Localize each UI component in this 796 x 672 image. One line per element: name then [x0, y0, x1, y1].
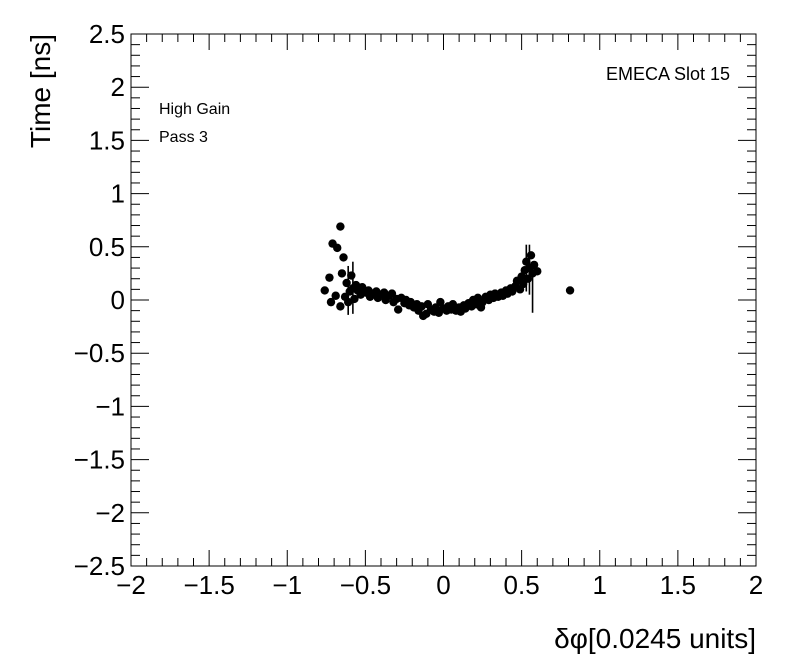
data-point	[526, 251, 536, 260]
x-tick-label: −1	[272, 570, 302, 600]
y-tick-labels: −2.5 −2 −1.5 −1 −0.5 0 0.5 1 1.5 2 2.5	[74, 19, 125, 581]
data-point	[529, 260, 539, 270]
data-point	[522, 257, 531, 266]
data-point	[333, 243, 342, 253]
x-tick-label: −1.5	[183, 570, 234, 600]
data-point	[565, 286, 575, 295]
y-tick-label: 2	[111, 72, 125, 102]
y-tick-label: −2.5	[74, 551, 125, 581]
y-tick-label: −0.5	[74, 338, 125, 368]
data-point	[325, 273, 334, 282]
y-tick-label: −1	[95, 391, 125, 421]
data-point	[347, 271, 356, 280]
x-tick-label: 0.5	[504, 570, 540, 600]
x-tick-label: −0.5	[340, 570, 391, 600]
data-point	[336, 302, 345, 311]
data-point	[342, 278, 351, 288]
y-axis-label: Time [ns]	[25, 34, 56, 148]
y-tick-label: −1.5	[74, 445, 125, 475]
x-tick-label: 0	[436, 570, 450, 600]
x-tick-label: 2	[749, 570, 763, 600]
data-point	[350, 294, 359, 304]
data-point	[448, 300, 458, 309]
data-point	[336, 222, 345, 231]
y-tick-label: 1	[111, 179, 125, 209]
y-tick-label: 0.5	[89, 232, 125, 262]
pass-annotation: Pass 3	[159, 129, 208, 146]
y-tick-label: 2.5	[89, 19, 125, 49]
data-points	[320, 222, 575, 321]
data-point	[320, 286, 329, 295]
data-point	[436, 297, 445, 307]
axis-ticks	[130, 33, 757, 567]
data-point	[343, 297, 353, 307]
x-tick-labels: −2 −1.5 −1 −0.5 0 0.5 1 1.5 2	[116, 570, 763, 600]
y-tick-label: −2	[95, 498, 125, 528]
data-point	[331, 291, 340, 300]
data-point	[337, 269, 347, 278]
x-tick-label: 1	[593, 570, 607, 600]
data-point	[393, 305, 403, 314]
data-point	[533, 267, 542, 276]
x-tick-label: 1.5	[660, 570, 696, 600]
data-point	[326, 297, 336, 307]
slot-annotation: EMECA Slot 15	[606, 64, 730, 84]
data-point	[339, 253, 348, 262]
x-axis-label: δφ[0.0245 units]	[554, 623, 756, 654]
y-tick-label: 0	[111, 285, 125, 315]
x-tick-label: −2	[116, 570, 146, 600]
y-tick-label: 1.5	[89, 125, 125, 155]
gain-annotation: High Gain	[159, 101, 230, 118]
